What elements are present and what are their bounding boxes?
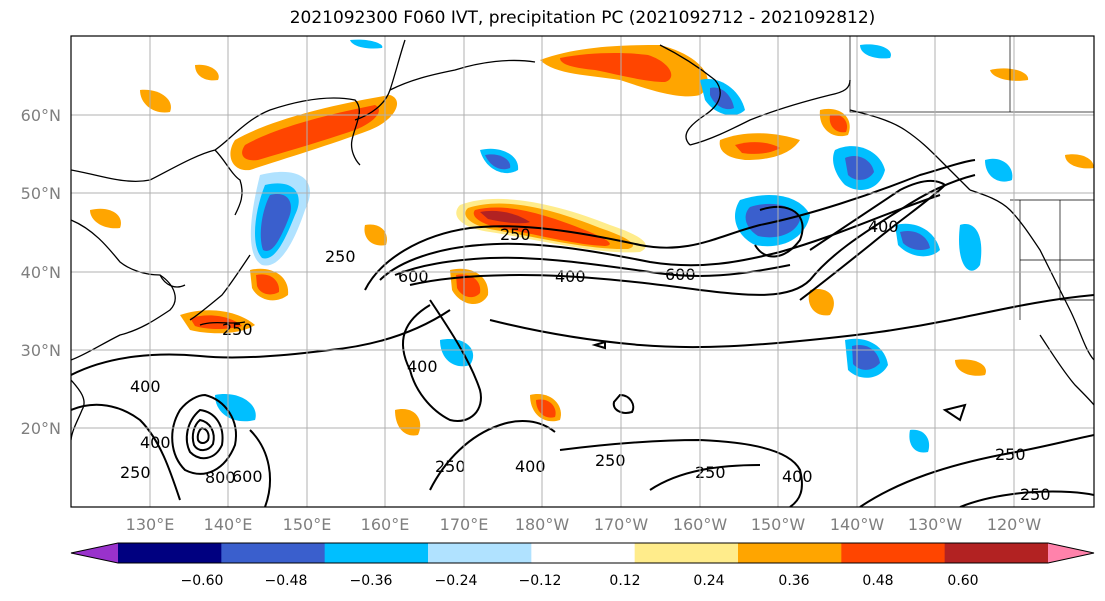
- contour-label: 250: [1020, 485, 1051, 504]
- contour-label: 400: [555, 267, 586, 286]
- lat-tick-label: 20°N: [21, 419, 61, 438]
- lon-tick-labels: 130°E 140°E 150°E 160°E 170°E 180°W 170°…: [126, 515, 1042, 534]
- colorbar-segment: [324, 543, 429, 563]
- plot-frame: [70, 35, 1095, 508]
- colorbar-label: 0.12: [609, 573, 640, 589]
- colorbar-label: −0.48: [265, 573, 308, 589]
- contour-label: 400: [130, 377, 161, 396]
- lon-tick-label: 160°W: [673, 515, 728, 534]
- colorbar-segment: [428, 543, 532, 563]
- lon-tick-label: 170°E: [440, 515, 489, 534]
- lon-tick-label: 120°W: [987, 515, 1042, 534]
- contour-label: 250: [325, 247, 356, 266]
- gridlines: [71, 36, 1094, 507]
- colorbar-label: 0.48: [862, 573, 893, 589]
- contour-label: 250: [695, 463, 726, 482]
- colorbar-segment: [531, 543, 636, 563]
- lon-tick-label: 160°E: [361, 515, 410, 534]
- lat-tick-label: 60°N: [21, 106, 61, 125]
- colorbar-segment: [944, 543, 1049, 563]
- lon-tick-label: 150°W: [751, 515, 806, 534]
- contour-label: 400: [407, 357, 438, 376]
- contour-label: 400: [515, 457, 546, 476]
- colorbar-segment: [118, 543, 222, 563]
- lon-tick-label: 130°E: [126, 515, 175, 534]
- contour-label: 600: [398, 267, 429, 286]
- lat-tick-labels: 60°N 50°N 40°N 30°N 20°N: [21, 106, 61, 438]
- colorbar-segment: [841, 543, 946, 563]
- coastlines: [71, 39, 1094, 441]
- map-plot-area: 250 250 250 250 250 250 250 250 250 400 …: [71, 36, 1094, 507]
- lon-tick-label: 130°W: [908, 515, 963, 534]
- political-boundaries: [849, 36, 1094, 320]
- colorbar-extend-min: [71, 543, 118, 563]
- colorbar-labels: −0.60 −0.48 −0.36 −0.24 −0.12 0.12 0.24 …: [181, 573, 979, 589]
- contour-label: 250: [222, 320, 253, 339]
- contour-label: 250: [435, 457, 466, 476]
- contour-label: 800: [205, 468, 236, 487]
- contour-label: 250: [500, 225, 531, 244]
- contour-label: 600: [665, 265, 696, 284]
- lat-tick-label: 40°N: [21, 263, 61, 282]
- lon-tick-label: 180°W: [515, 515, 570, 534]
- contour-label: 400: [782, 467, 813, 486]
- contour-label: 250: [120, 463, 151, 482]
- lon-tick-label: 170°W: [594, 515, 649, 534]
- colorbar-outline: [70, 542, 1095, 564]
- colorbar-segment: [221, 543, 326, 563]
- colorbar-label: 0.60: [947, 573, 978, 589]
- lon-tick-label: 150°E: [283, 515, 332, 534]
- lon-tick-label: 140°E: [204, 515, 253, 534]
- contour-label: 400: [868, 217, 899, 236]
- precip-anomaly-fields: [90, 39, 1094, 453]
- colorbar-label: −0.60: [181, 573, 224, 589]
- colorbar-segment: [738, 543, 842, 563]
- lat-tick-label: 30°N: [21, 341, 61, 360]
- colorbar-label: −0.24: [435, 573, 478, 589]
- colorbar: [70, 542, 1095, 564]
- lon-tick-label: 140°W: [830, 515, 885, 534]
- colorbar-label: −0.36: [350, 573, 393, 589]
- contour-label: 400: [140, 433, 171, 452]
- colorbar-label: −0.12: [519, 573, 562, 589]
- contour-label: 600: [232, 467, 263, 486]
- colorbar-segment: [634, 543, 739, 563]
- colorbar-label: 0.36: [778, 573, 809, 589]
- colorbar-extend-max: [1048, 543, 1094, 563]
- contour-label: 250: [995, 445, 1026, 464]
- lat-tick-label: 50°N: [21, 184, 61, 203]
- contour-label: 250: [595, 451, 626, 470]
- map-title: 2021092300 F060 IVT, precipitation PC (2…: [289, 8, 876, 28]
- colorbar-label: 0.24: [693, 573, 724, 589]
- ivt-contours: [71, 159, 1094, 507]
